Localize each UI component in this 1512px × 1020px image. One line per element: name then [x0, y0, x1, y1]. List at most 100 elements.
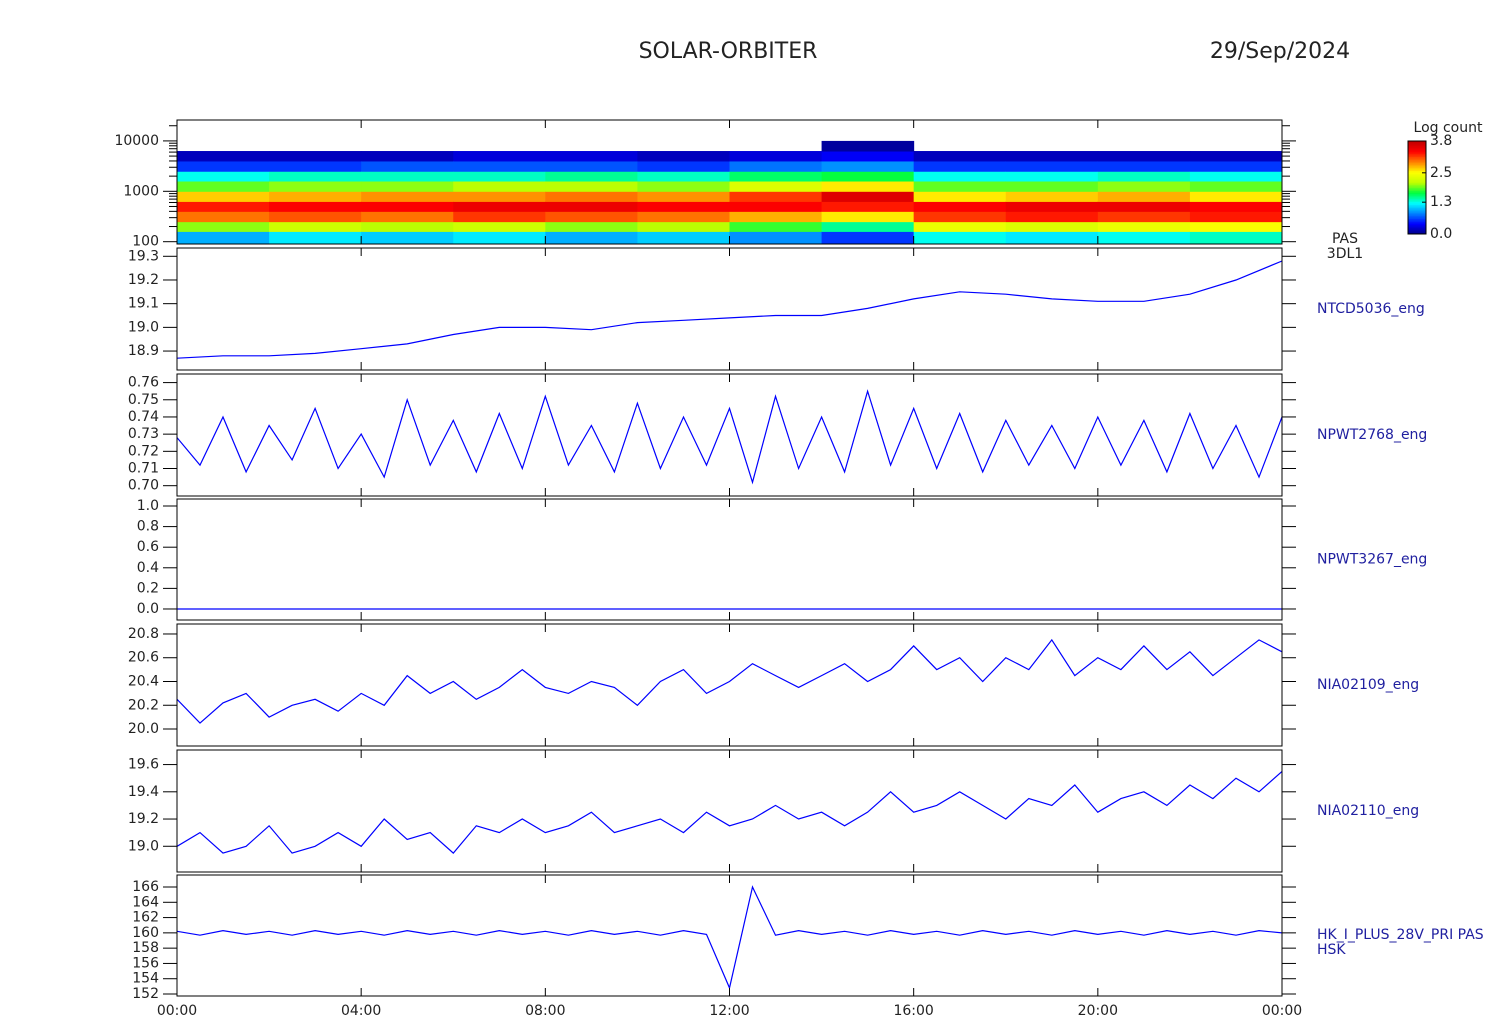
- heatmap-cell: [729, 191, 823, 202]
- heatmap-cell: [177, 221, 270, 232]
- heatmap-cell: [637, 201, 730, 212]
- heatmap-cell: [913, 231, 1007, 244]
- y-tick-label: 0.2: [137, 580, 159, 596]
- heatmap-cell: [361, 171, 454, 182]
- heatmap-cell: [269, 151, 362, 162]
- panel-label: PAS: [1332, 231, 1358, 247]
- heatmap-cell: [545, 181, 638, 192]
- heatmap-cell: [1097, 201, 1191, 212]
- y-tick-label: 164: [132, 894, 159, 910]
- y-tick-label: 158: [132, 940, 159, 956]
- colorbar-swatch: [1408, 147, 1426, 150]
- colorbar-swatch: [1408, 198, 1426, 201]
- y-tick-label: 0.71: [128, 461, 159, 477]
- heatmap-cell: [361, 160, 454, 172]
- colorbar-swatch: [1408, 172, 1426, 175]
- colorbar-swatch: [1408, 220, 1426, 223]
- heatmap-cell: [361, 211, 454, 223]
- colorbar-swatch: [1408, 215, 1426, 218]
- heatmap-cell: [269, 160, 362, 172]
- heatmap-cell: [269, 201, 362, 212]
- y-tick-label: 156: [132, 955, 159, 971]
- heatmap-cell: [545, 191, 638, 202]
- colorbar-swatch: [1408, 210, 1426, 213]
- heatmap-cell: [729, 221, 823, 232]
- y-tick-label: 160: [132, 925, 159, 941]
- heatmap-cell: [1005, 151, 1099, 162]
- heatmap-cell: [821, 201, 915, 212]
- heatmap-cell: [1005, 181, 1099, 192]
- colorbar-swatch: [1408, 175, 1426, 178]
- heatmap-cell: [177, 201, 270, 212]
- y-tick-label: 162: [132, 910, 159, 926]
- heatmap-cell: [1005, 171, 1099, 182]
- colorbar-swatch: [1408, 204, 1426, 207]
- heatmap-cell: [269, 231, 362, 244]
- colorbar-swatch: [1408, 185, 1426, 188]
- y-tick-label: 0.0: [137, 601, 159, 617]
- colorbar-swatch: [1408, 189, 1426, 192]
- colorbar-swatch: [1408, 150, 1426, 153]
- colorbar-swatch: [1408, 227, 1426, 230]
- panel-frame: [176, 623, 1283, 747]
- colorbar-swatch: [1408, 187, 1426, 190]
- colorbar-swatch: [1408, 165, 1426, 168]
- colorbar-swatch: [1408, 199, 1426, 202]
- colorbar-swatch: [1408, 221, 1426, 224]
- heatmap-cell: [453, 171, 546, 182]
- heatmap-cell: [269, 181, 362, 192]
- panel-label: NIA02110_eng: [1317, 803, 1419, 819]
- heatmap-cell: [453, 181, 546, 192]
- heatmap-cell: [821, 151, 915, 162]
- heatmap-cell: [913, 171, 1007, 182]
- colorbar-swatch: [1408, 158, 1426, 161]
- heatmap-cell: [1005, 201, 1099, 212]
- y-tick-label: 166: [132, 879, 159, 895]
- y-tick-label: 100: [132, 234, 159, 250]
- heatmap-cell: [545, 160, 638, 172]
- colorbar-swatch: [1408, 218, 1426, 221]
- colorbar-swatch: [1408, 230, 1426, 233]
- heatmap-cell: [177, 211, 270, 223]
- heatmap-cell: [821, 221, 915, 232]
- heatmap-cell: [177, 160, 270, 172]
- heatmap-cell: [1097, 221, 1191, 232]
- y-tick-label: 18.9: [128, 343, 159, 359]
- colorbar-tick-label: 1.3: [1430, 194, 1452, 210]
- panel-frame: [176, 247, 1283, 371]
- heatmap-cell: [913, 211, 1007, 223]
- colorbar-swatch: [1408, 179, 1426, 182]
- colorbar-swatch: [1408, 212, 1426, 215]
- heatmap-cell: [821, 140, 915, 152]
- panel-label: NIA02109_eng: [1317, 677, 1419, 693]
- heatmap-cell: [361, 151, 454, 162]
- heatmap-cell: [913, 151, 1007, 162]
- x-tick-label: 20:00: [1078, 1003, 1118, 1019]
- y-tick-label: 0.74: [128, 409, 159, 425]
- heatmap-cell: [729, 171, 823, 182]
- heatmap-cell: [545, 201, 638, 212]
- heatmap-cell: [1189, 211, 1282, 223]
- heatmap-cell: [1097, 211, 1191, 223]
- data-line: [177, 638, 1282, 724]
- colorbar-swatch: [1408, 229, 1426, 232]
- y-tick-label: 19.6: [128, 757, 159, 773]
- y-tick-label: 20.6: [128, 650, 159, 666]
- panel-label: NPWT3267_eng: [1317, 552, 1427, 568]
- heatmap-cell: [637, 160, 730, 172]
- heatmap-cell: [453, 151, 546, 162]
- heatmap-cell: [453, 231, 546, 244]
- heatmap-cell: [269, 221, 362, 232]
- colorbar-swatch: [1408, 195, 1426, 198]
- heatmap-cell: [1189, 221, 1282, 232]
- panel-label: HK_I_PLUS_28V_PRI PAS: [1317, 927, 1484, 943]
- y-tick-label: 0.72: [128, 443, 159, 459]
- y-tick-label: 19.1: [128, 296, 159, 312]
- y-tick-label: 0.76: [128, 375, 159, 391]
- heatmap-cell: [545, 211, 638, 223]
- colorbar-swatch: [1408, 151, 1426, 154]
- colorbar-swatch: [1408, 141, 1426, 144]
- panel-frame: [176, 498, 1283, 621]
- heatmap-cell: [1005, 160, 1099, 172]
